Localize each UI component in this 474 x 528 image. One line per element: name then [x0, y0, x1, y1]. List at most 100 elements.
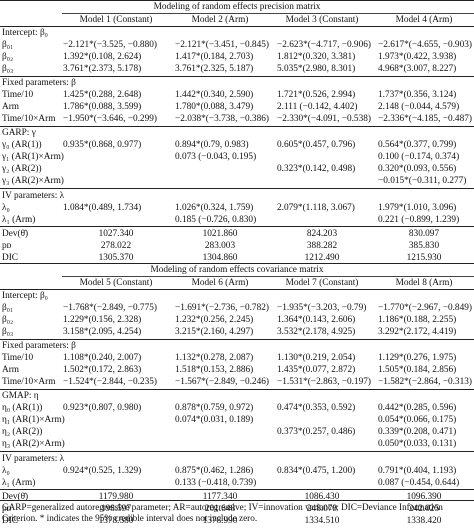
- header-row: Model 1 (Constant) Model 2 (Arm) Model 3…: [0, 14, 474, 26]
- group-rule: [0, 489, 474, 491]
- table-cell: 0.323*(0.142, 0.498): [277, 164, 356, 175]
- row-label: Time/10×Arm: [2, 377, 56, 388]
- table-cell: 1378.990: [202, 515, 238, 526]
- table-cell: −1.567*(−2.849, −0.246): [175, 377, 269, 388]
- table-cell: 0.894*(0.79, 0.983): [175, 140, 249, 151]
- row-label: β₀₃: [2, 64, 14, 74]
- table-cell: 0.924*(0.525, 1.329): [63, 465, 142, 476]
- column-header: Model 4 (Arm): [395, 15, 453, 25]
- table-cell: 0.878*(0.759, 0.972): [175, 403, 254, 414]
- table-row: γ₃ (AR(2)×Arm) −0.015*(−0.311, 0.277): [0, 175, 474, 187]
- table-cell: 1.721*(0.526, 2.994): [277, 90, 356, 101]
- table-row: DIC 1305.370 1304.860 1212.490 1215.930: [0, 252, 474, 264]
- table-row: IV parameters: λ: [0, 190, 474, 202]
- section-2-top-rule: [0, 263, 474, 264]
- row-label: λ₁ (Arm): [2, 477, 36, 488]
- row-label: η₁ (AR(1)×Arm): [2, 415, 65, 426]
- table-cell: −2.121*(−3.525, −0.880): [63, 40, 157, 50]
- table-cell: 1.505*(0.184, 2.856): [378, 365, 457, 376]
- table-row: η₁ (AR(1)×Arm) 0.074*(0.031, 0.189) 0.054*…: [0, 414, 474, 426]
- section-1-title: Modeling of random effects precision mat…: [153, 2, 321, 12]
- table-cell: 1.737*(0.356, 3.124): [378, 90, 457, 101]
- table-cell: 0.100 (−0.174, 0.374): [378, 152, 460, 163]
- table-cell: −2.617*(−4.655, −0.903): [378, 40, 472, 50]
- table-cell: 0.875*(0.462, 1.286): [175, 465, 254, 476]
- table-cell: 1378.580: [98, 515, 134, 526]
- table-row: DIC 1378.580 1378.990 1334.510 1338.420: [0, 515, 474, 527]
- row-label: γ₃ (AR(2)×Arm): [2, 176, 64, 187]
- row-label: β₀₁: [2, 40, 14, 50]
- table-cell: 0.320*(0.093, 0.556): [378, 164, 457, 175]
- table-row: Fixed parameters: β: [0, 77, 474, 89]
- table-row: Time/10 1.425*(0.288, 2.648) 1.442*(0.340,…: [0, 89, 474, 101]
- table-cell: 0.339*(0.208, 0.471): [378, 427, 457, 438]
- table-cell: 1.132*(0.278, 2.087): [175, 353, 254, 364]
- table-cell: 1.812*(0.320, 3.381): [277, 52, 356, 62]
- table-cell: 1.229*(0.156, 2.328): [63, 315, 142, 325]
- table-row: Arm 1.786*(0.088, 3.599) 1.780*(0.088, 3.4…: [0, 101, 474, 113]
- title-rule: [62, 276, 474, 277]
- row-label: η₂ (AR(2)): [2, 427, 43, 438]
- table-cell: 1304.860: [202, 252, 238, 263]
- table-row: β₀₃ 3.761*(2.373, 5.178) 3.761*(2.325, 5.1…: [0, 63, 474, 75]
- table-row: γ₂ (AR(2)) 0.323*(0.142, 0.498) 0.320*(0.0…: [0, 163, 474, 175]
- table-cell: 1086.430: [304, 491, 340, 502]
- column-header: Model 1 (Constant): [79, 15, 153, 25]
- table-cell: −2.038*(−3.738, −0.386): [175, 114, 269, 125]
- table-row: λ₁ (Arm) 0.185 (−0.726, 0.830) 0.221 (−0.8…: [0, 214, 474, 226]
- table-row: Dev(θ̄) 1179.980 1177.340 1086.430 1096.390: [0, 491, 474, 503]
- table-cell: 1.232*(0.256, 2.245): [175, 315, 254, 325]
- table-footnote: GARP=generalized autoregressive paramete…: [2, 502, 443, 523]
- column-header: Model 7 (Constant): [285, 278, 359, 288]
- table-row: Time/10 1.108*(0.240, 2.007) 1.132*(0.278,…: [0, 352, 474, 364]
- row-label: Intercept: β₀: [2, 28, 48, 38]
- group-rule: [0, 226, 474, 228]
- table-cell: −2.121*(−3.451, −0.845): [175, 40, 269, 50]
- table-cell: 1.786*(0.088, 3.599): [63, 102, 142, 113]
- table-row: η₀ (AR(1)) 0.923*(0.807, 0.980) 0.878*(0.7…: [0, 402, 474, 414]
- table-cell: 1.129*(0.276, 1.975): [378, 353, 457, 364]
- table-cell: 0.791*(0.404, 1.193): [378, 465, 457, 476]
- table-row: β₀₂ 1.229*(0.156, 2.328) 1.232*(0.256, 2.2…: [0, 314, 474, 326]
- table-cell: 388.282: [306, 240, 338, 251]
- table-cell: −1.531*(−2.863, −0.197): [277, 377, 371, 388]
- table-cell: 0.185 (−0.726, 0.830): [175, 214, 257, 225]
- table-cell: 1338.420: [406, 515, 442, 526]
- column-header: Model 8 (Arm): [395, 278, 453, 288]
- header-row: Model 5 (Constant) Model 6 (Arm) Model 7…: [0, 277, 474, 289]
- table-cell: 1.084*(0.489, 1.734): [63, 202, 142, 213]
- row-label: γ₁ (AR(1)×Arm): [2, 152, 64, 163]
- table-row: pᴅ 278.022 283.003 388.282 385.830: [0, 240, 474, 252]
- table-row: Fixed parameters: β: [0, 340, 474, 352]
- table-cell: 1.026*(0.324, 1.759): [175, 202, 254, 213]
- row-label: DIC: [2, 515, 19, 526]
- row-label: Dev(θ̄): [2, 491, 29, 502]
- table-cell: 3.292*(2.172, 4.419): [378, 327, 457, 337]
- group-rule: [0, 450, 474, 452]
- table-row: IV parameters: λ: [0, 453, 474, 465]
- row-label: η₀ (AR(1)): [2, 403, 43, 414]
- group-rule: [0, 388, 474, 390]
- table-cell: 0.605*(0.457, 0.796): [277, 140, 356, 151]
- table-cell: −2.623*(−4.717, −0.906): [277, 40, 371, 50]
- table-row: Dev(θ̄) 1027.340 1021.860 824.203 830.097: [0, 228, 474, 240]
- table-cell: 0.564*(0.377, 0.799): [378, 140, 457, 151]
- table-cell: −1.524*(−2.844, −0.235): [63, 377, 157, 388]
- table-row: Time/10×Arm −1.524*(−2.844, −0.235) −1.567…: [0, 376, 474, 388]
- table-row: λ₀ 0.924*(0.525, 1.329) 0.875*(0.462, 1.28…: [0, 465, 474, 477]
- row-label: GARP: γ: [2, 128, 36, 139]
- row-label: λ₀: [2, 202, 10, 213]
- row-label: Time/10: [2, 353, 34, 364]
- table-cell: 4.968*(3.007, 8.227): [378, 64, 457, 74]
- table-cell: 1305.370: [98, 252, 134, 263]
- table-row: η₂ (AR(2)) 0.373*(0.257, 0.486) 0.339*(0.2…: [0, 426, 474, 438]
- table-cell: 1.425*(0.288, 2.648): [63, 90, 142, 101]
- row-label: pᴅ: [2, 503, 12, 514]
- table-cell: 278.022: [100, 240, 132, 251]
- table-cell: 0.073 (−0.043, 0.195): [175, 152, 257, 163]
- table-cell: 1179.980: [98, 491, 134, 502]
- row-label: DIC: [2, 252, 19, 263]
- group-rule: [0, 187, 474, 189]
- table-row: η₃ (AR(2)×Arm) 0.050*(0.033, 0.131): [0, 438, 474, 450]
- table-cell: 283.003: [204, 240, 236, 251]
